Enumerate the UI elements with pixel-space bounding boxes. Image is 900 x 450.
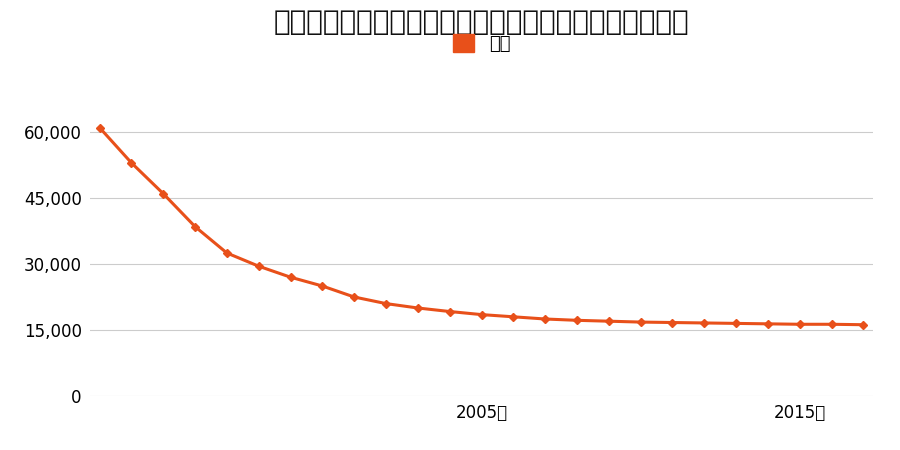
Legend: 価格: 価格 xyxy=(453,34,510,53)
Title: 千葉県八街市八街字立合松西は１１番１２２の地価推移: 千葉県八街市八街字立合松西は１１番１２２の地価推移 xyxy=(274,8,689,36)
